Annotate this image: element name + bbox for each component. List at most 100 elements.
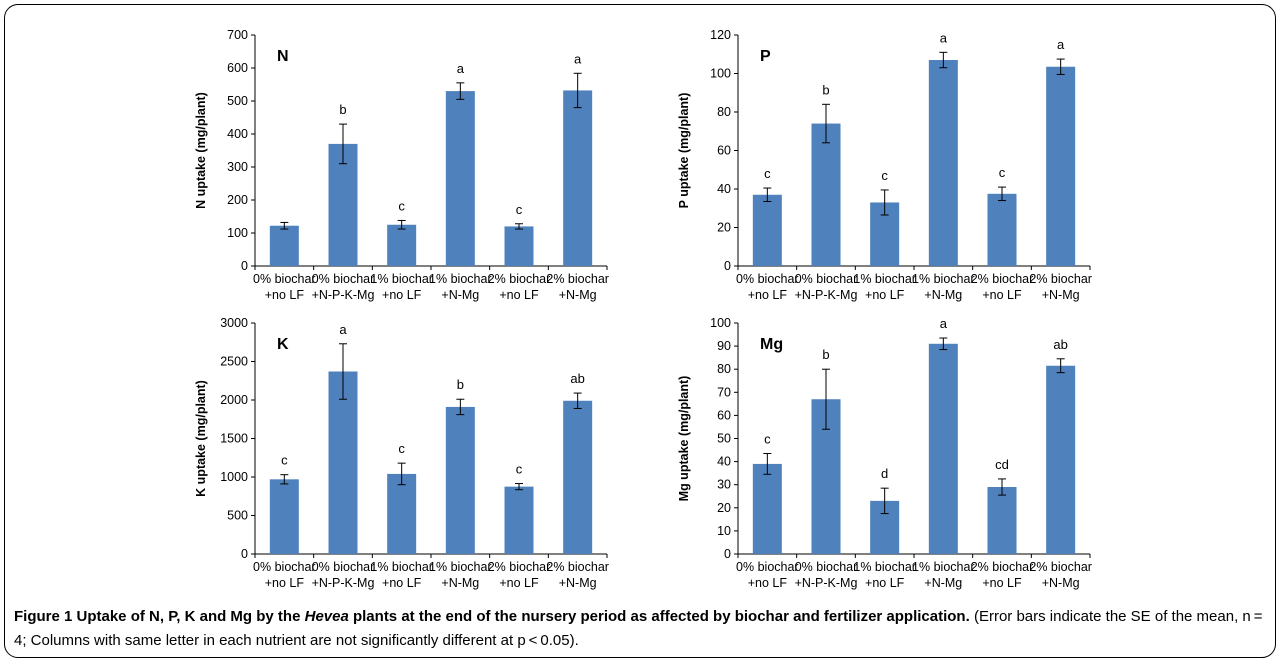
x-tick-label: +no LF — [748, 576, 788, 590]
x-tick-label: 1% biochar — [370, 560, 433, 574]
bar — [328, 143, 358, 266]
y-tick-label: 0 — [241, 259, 248, 273]
x-tick-label: +no LF — [265, 288, 305, 302]
x-tick-label: +N-P-K-Mg — [795, 288, 858, 302]
bar — [328, 371, 358, 554]
significance-letter: c — [764, 432, 771, 447]
x-tick-label: +N-Mg — [924, 576, 962, 590]
bar — [387, 473, 417, 554]
x-tick-label: +no LF — [382, 576, 422, 590]
bar — [563, 90, 593, 266]
y-tick-label: 0 — [241, 547, 248, 561]
significance-letter: a — [940, 316, 948, 331]
x-tick-label: +no LF — [865, 288, 905, 302]
x-tick-label: +N-P-K-Mg — [312, 576, 375, 590]
x-tick-label: 0% biochar — [795, 272, 858, 286]
y-tick-label: 90 — [717, 339, 731, 353]
y-tick-label: 2000 — [220, 393, 248, 407]
x-tick-label: 0% biochar — [736, 560, 799, 574]
significance-letter: b — [457, 377, 464, 392]
chart-panel-mg: 0 10 20 30 40 50 60 70 80 90 100 c 0% biochar +no LF b… — [668, 313, 1108, 603]
x-tick-label: 1% biochar — [429, 560, 492, 574]
bar — [811, 123, 841, 266]
y-tick-label: 60 — [717, 408, 731, 422]
bar — [387, 224, 417, 266]
x-tick-label: +no LF — [982, 288, 1022, 302]
bar — [752, 194, 782, 266]
figure-frame — [4, 4, 1276, 658]
x-tick-label: +N-Mg — [924, 288, 962, 302]
significance-letter: a — [457, 61, 465, 76]
x-tick-label: 0% biochar — [736, 272, 799, 286]
y-tick-label: 20 — [717, 221, 731, 235]
bar — [1046, 66, 1076, 266]
significance-letter: c — [764, 166, 771, 181]
x-tick-label: 1% biochar — [429, 272, 492, 286]
x-tick-label: 2% biochar — [971, 560, 1034, 574]
chart-title-n: N — [277, 48, 289, 65]
y-tick-label: 1000 — [220, 470, 248, 484]
y-tick-label: 100 — [227, 226, 248, 240]
significance-letter: b — [339, 102, 346, 117]
caption-note: (Error bars indicate the SE of the mean,… — [14, 608, 1266, 649]
chart-k: 0 500 1000 1500 2000 2500 3000 c 0% biochar +no L… — [194, 316, 609, 590]
bar — [504, 486, 534, 554]
x-tick-label: +N-Mg — [441, 288, 479, 302]
significance-letter: c — [999, 165, 1006, 180]
significance-letter: d — [881, 466, 888, 481]
bar — [752, 463, 782, 554]
x-tick-label: 1% biochar — [912, 272, 975, 286]
y-tick-label: 400 — [227, 127, 248, 141]
significance-letter: cd — [995, 457, 1009, 472]
x-tick-label: 2% biochar — [971, 272, 1034, 286]
x-tick-label: 2% biochar — [488, 272, 551, 286]
figure-caption: Figure 1 Uptake of N, P, K and Mg by the… — [14, 605, 1276, 653]
x-tick-label: +N-P-K-Mg — [312, 288, 375, 302]
significance-letter: c — [398, 198, 405, 213]
bar — [928, 60, 958, 267]
y-tick-label: 50 — [717, 432, 731, 446]
chart-title-mg: Mg — [760, 336, 783, 353]
x-tick-label: +N-Mg — [559, 576, 597, 590]
y-tick-label: 100 — [710, 316, 731, 330]
x-tick-label: 1% biochar — [370, 272, 433, 286]
bar — [1046, 365, 1076, 554]
x-tick-label: 1% biochar — [853, 272, 916, 286]
significance-letter: c — [881, 168, 888, 183]
y-tick-label: 2500 — [220, 355, 248, 369]
significance-letter: b — [822, 82, 829, 97]
y-tick-label: 300 — [227, 160, 248, 174]
x-tick-label: +N-P-K-Mg — [795, 576, 858, 590]
chart-panel-k: 0 500 1000 1500 2000 2500 3000 c 0% biochar +no L… — [185, 313, 625, 603]
y-axis-label: Mg uptake (mg/plant) — [677, 376, 691, 502]
y-tick-label: 60 — [717, 144, 731, 158]
x-tick-label: +no LF — [499, 576, 539, 590]
chart-panel-n: 0 100 200 300 400 500 600 700 0% biochar +no LF b 0… — [185, 25, 625, 315]
x-tick-label: +N-Mg — [1042, 576, 1080, 590]
x-tick-label: +N-Mg — [559, 288, 597, 302]
y-tick-label: 30 — [717, 478, 731, 492]
bar — [445, 91, 475, 266]
x-tick-label: +N-Mg — [441, 576, 479, 590]
bar — [504, 226, 534, 266]
bar — [269, 225, 299, 266]
x-tick-label: 2% biochar — [546, 272, 609, 286]
y-tick-label: 3000 — [220, 316, 248, 330]
significance-letter: a — [339, 322, 347, 337]
x-tick-label: +no LF — [265, 576, 305, 590]
y-tick-label: 10 — [717, 524, 731, 538]
bar — [269, 479, 299, 554]
x-tick-label: 0% biochar — [253, 272, 316, 286]
chart-p: 0 20 40 60 80 100 120 c 0% biochar +no LF b 0% bioc… — [677, 28, 1092, 302]
chart-title-k: K — [277, 336, 289, 353]
x-tick-label: +no LF — [748, 288, 788, 302]
chart-panel-p: 0 20 40 60 80 100 120 c 0% biochar +no LF b 0% bioc… — [668, 25, 1108, 315]
y-tick-label: 70 — [717, 385, 731, 399]
significance-letter: c — [281, 453, 288, 468]
y-tick-label: 200 — [227, 193, 248, 207]
y-tick-label: 500 — [227, 509, 248, 523]
significance-letter: c — [398, 441, 405, 456]
y-tick-label: 80 — [717, 105, 731, 119]
significance-letter: ab — [570, 371, 584, 386]
significance-letter: ab — [1053, 337, 1067, 352]
